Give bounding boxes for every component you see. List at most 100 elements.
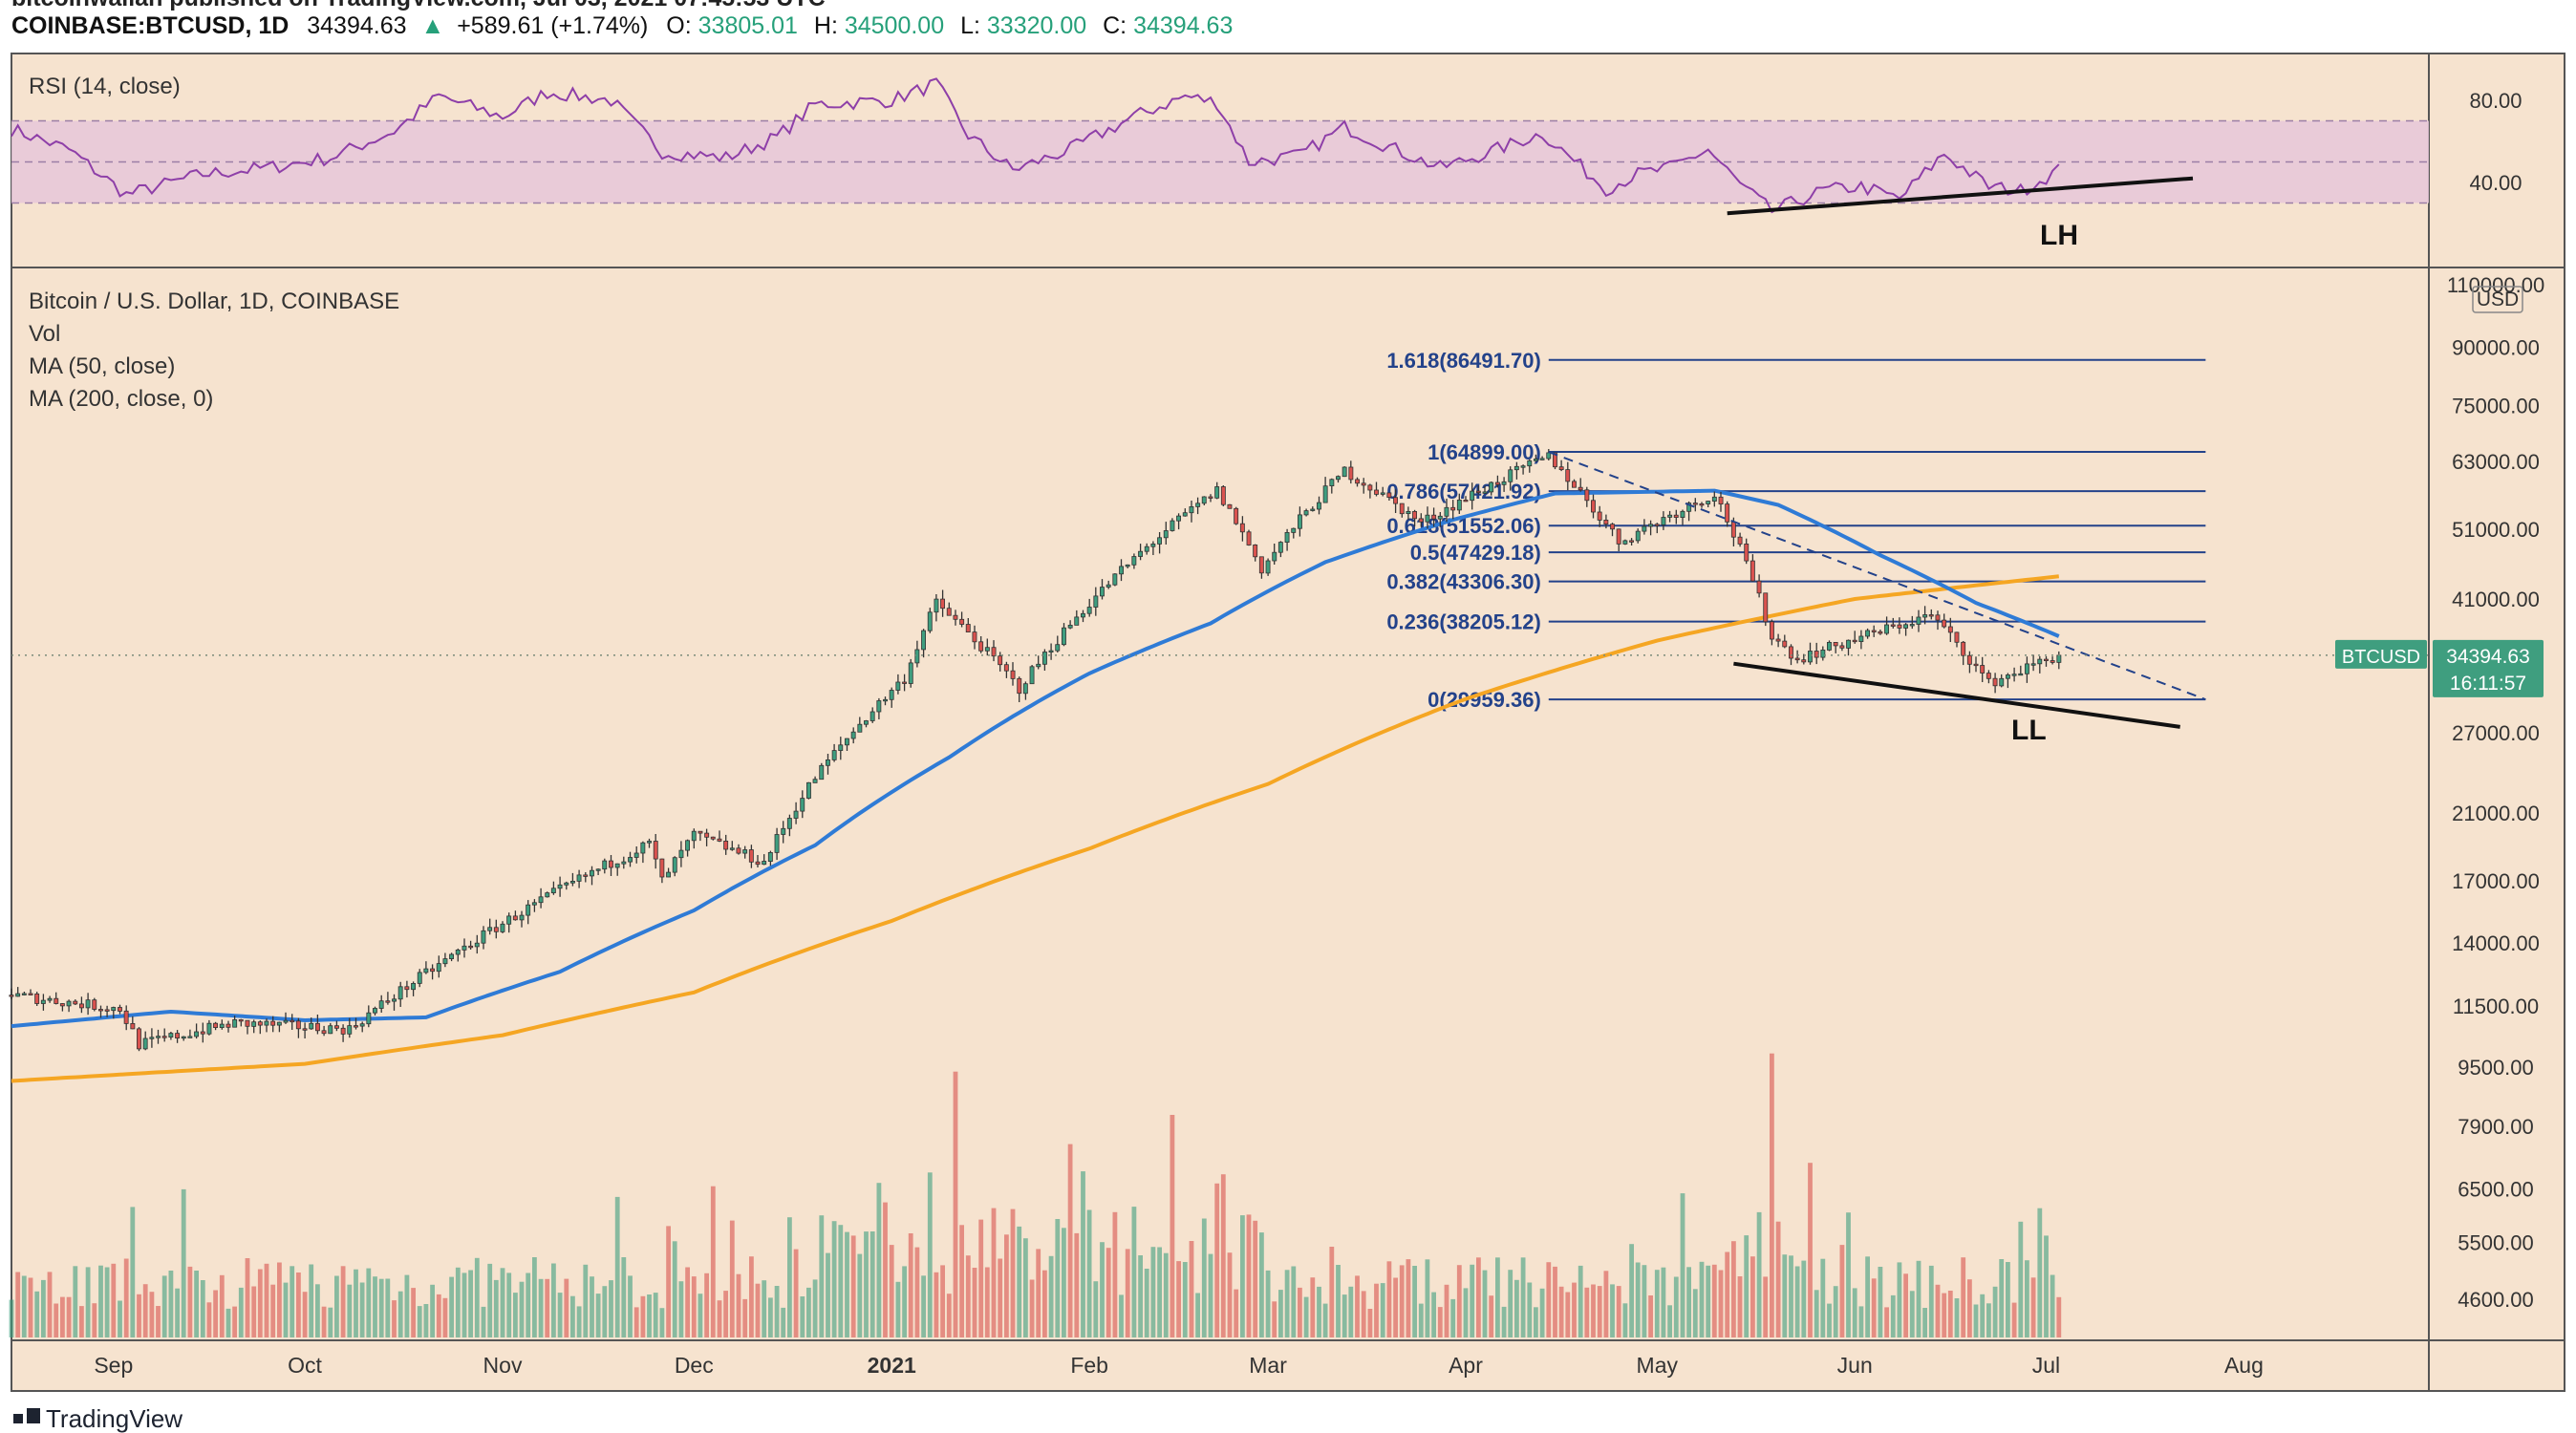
candle-body (781, 827, 786, 835)
volume-bar (1852, 1288, 1857, 1337)
volume-bar (411, 1288, 416, 1337)
volume-bar (698, 1294, 703, 1337)
volume-bar (1501, 1306, 1507, 1337)
candle-body (1048, 650, 1054, 652)
candle-body (1272, 551, 1277, 562)
candle-body (1973, 663, 1979, 667)
volume-bar (1789, 1255, 1793, 1337)
volume-bar (1635, 1262, 1641, 1337)
volume-bar (1208, 1253, 1213, 1337)
candle-body (691, 830, 697, 842)
volume-bar (2025, 1260, 2029, 1337)
volume-bar (1878, 1267, 1883, 1337)
candle-body (1578, 486, 1583, 491)
candle-body (704, 832, 710, 838)
volume-bar (826, 1252, 830, 1337)
volume-bar (800, 1296, 805, 1337)
volume-bar (417, 1306, 422, 1337)
volume-bar (583, 1264, 589, 1337)
candle-body (1106, 584, 1111, 588)
ma200-line (11, 574, 2060, 1083)
candle-body (685, 840, 690, 851)
candle-body (1239, 523, 1245, 533)
candle-body (889, 690, 894, 700)
last-price-countdown: 16:11:57 (2450, 673, 2526, 695)
candle-body (1010, 670, 1016, 679)
volume-bar (92, 1303, 97, 1337)
candle-body (1170, 520, 1175, 531)
fib-level-label: 0.236(38205.12) (1386, 610, 1540, 634)
volume-bar (455, 1267, 461, 1337)
volume-bar (1265, 1270, 1271, 1337)
volume-bar (1425, 1259, 1430, 1337)
candle-body (1284, 532, 1290, 544)
volume-bar (156, 1306, 161, 1337)
currency-label: USD (2477, 289, 2519, 310)
rsi-line (11, 77, 2060, 214)
candle-body (762, 861, 767, 866)
candle-body (519, 914, 525, 921)
candle-body (1629, 540, 1634, 543)
candle-body (1501, 481, 1507, 485)
candle-body (1201, 496, 1207, 504)
candle-body (1093, 595, 1099, 608)
candle-body (219, 1023, 225, 1028)
volume-bar (1909, 1291, 1915, 1337)
symbol-header: COINBASE:BTCUSD, 1D 34394.63 ▲ +589.61 (… (11, 12, 1233, 39)
price-axis-tick: 4600.00 (2458, 1288, 2534, 1312)
volume-bar (1036, 1249, 1041, 1337)
volume-bar (1737, 1276, 1743, 1337)
volume-bar (1801, 1260, 1807, 1337)
candle-body (1017, 677, 1022, 695)
volume-bar (869, 1231, 875, 1337)
candle-body (15, 993, 21, 997)
volume-bar (633, 1307, 639, 1337)
candle-body (755, 861, 761, 866)
volume-bar (111, 1263, 117, 1337)
candle-body (1801, 659, 1807, 663)
candle-body (698, 830, 703, 834)
candle-body (340, 1027, 346, 1035)
volume-bar (1272, 1301, 1277, 1337)
candle-body (1794, 657, 1800, 661)
fibonacci-retracement: 1.618(86491.70) 1(64899.00) 0.786(57421.92… (1386, 349, 2206, 712)
volume-bar (1539, 1288, 1545, 1337)
volume-bar (2050, 1274, 2055, 1337)
time-axis-tick: 2021 (868, 1353, 916, 1378)
price-axis: 80.00 40.00 110000.00 90000.00 75000.00 63000… (2335, 89, 2544, 1312)
candle-body (392, 998, 397, 1002)
volume-bar (1527, 1282, 1533, 1337)
volume-bar (1603, 1271, 1609, 1337)
up-arrow-icon: ▲ (420, 12, 444, 39)
candle-body (590, 869, 594, 877)
volume-bar (283, 1282, 289, 1337)
candle-body (934, 598, 939, 613)
candle-body (161, 1036, 167, 1038)
volume-bar (1782, 1254, 1788, 1337)
candle-body (54, 997, 59, 1004)
candle-body (40, 999, 46, 1004)
candle-body (538, 896, 544, 904)
candle-body (206, 1022, 212, 1035)
candle-body (9, 995, 14, 997)
volume-bar (1546, 1262, 1552, 1337)
candle-body (2056, 654, 2062, 663)
candle-body (876, 700, 882, 713)
candle-body (1858, 635, 1864, 642)
price-axis-tick: 5500.00 (2458, 1230, 2534, 1254)
candle-body (998, 655, 1003, 666)
candle-body (366, 1012, 372, 1025)
candle-body (1565, 469, 1571, 482)
candle-body (1770, 621, 1774, 640)
volume-bar (965, 1255, 971, 1337)
candle-body (1527, 460, 1533, 467)
volume-bar (1444, 1284, 1449, 1337)
candle-body (1966, 654, 1972, 665)
price-legend-title: Bitcoin / U.S. Dollar, 1D, COINBASE (29, 289, 399, 314)
candle-body (309, 1022, 314, 1030)
volume-bar (142, 1284, 148, 1337)
candle-body (487, 927, 493, 931)
candle-body (570, 881, 575, 884)
candle-body (1513, 465, 1519, 471)
candle-body (411, 983, 416, 991)
